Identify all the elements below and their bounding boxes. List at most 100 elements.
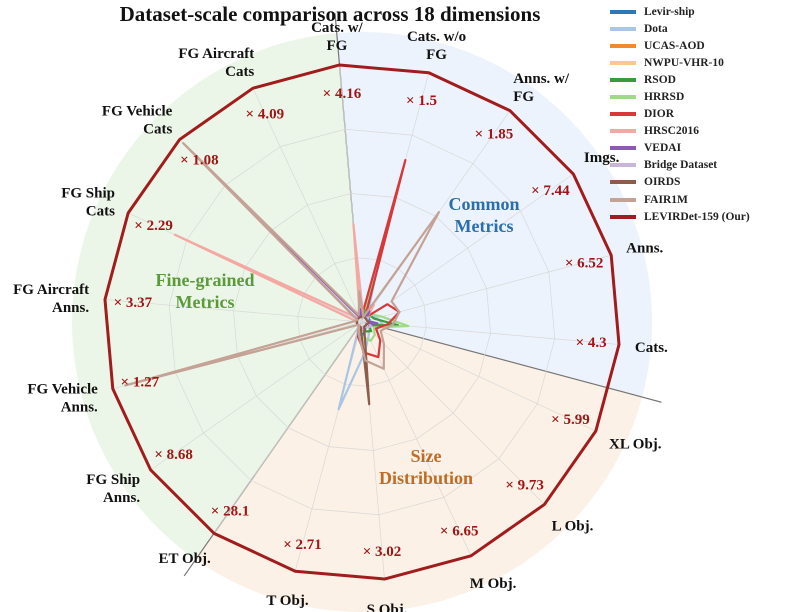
ratio-label: × 3.02 xyxy=(363,544,402,560)
axis-label: Anns. xyxy=(626,240,663,256)
axis-label: Imgs. xyxy=(584,150,620,166)
axis-label: Cats. xyxy=(635,340,668,356)
legend-label: RSOD xyxy=(644,73,676,86)
legend-swatch xyxy=(610,77,636,82)
series-oirds xyxy=(355,313,371,406)
axis-label: M Obj. xyxy=(470,576,517,592)
ratio-label: × 8.68 xyxy=(154,447,193,463)
legend-item: NWPU-VHR-10 xyxy=(610,54,750,71)
series-levirdet-159-our xyxy=(103,63,621,581)
legend-label: DIOR xyxy=(644,108,675,121)
legend-item: Dota xyxy=(610,20,750,37)
legend-swatch xyxy=(610,146,636,151)
ratio-label: × 5.99 xyxy=(551,412,590,428)
legend-label: Bridge Dataset xyxy=(644,159,718,172)
grid-spoke xyxy=(361,321,545,505)
ratio-label: × 3.37 xyxy=(114,295,153,311)
ratio-labels: × 4.3 × 6.52 × 7.44 × 1.85 × 1.5 × 4.16 × 4.09… xyxy=(114,86,607,560)
legend-swatch xyxy=(610,60,636,65)
legend-swatch xyxy=(610,214,636,219)
legend-swatch xyxy=(610,43,636,48)
legend-label: LEVIRDet-159 (Our) xyxy=(644,210,750,223)
grid-spoke xyxy=(361,321,472,556)
region-label: Size Distribution xyxy=(379,446,473,488)
legend-item: LEVIRDet-159 (Our) xyxy=(610,208,750,225)
axis-label: L Obj. xyxy=(552,519,594,535)
legend-label: UCAS-AOD xyxy=(644,39,705,52)
ratio-label: × 9.73 xyxy=(505,478,544,494)
grid-spoke xyxy=(150,321,363,471)
region-labels: Common Metrics Size Distribution Fine-graine… xyxy=(156,194,520,488)
legend-swatch xyxy=(610,112,636,117)
grid-spoke xyxy=(361,321,596,432)
ratio-label: × 1.08 xyxy=(180,152,219,168)
grid-spoke xyxy=(213,321,363,534)
axis-label: Cats. w/o FG xyxy=(407,29,466,63)
grid-spoke xyxy=(104,299,363,323)
ratio-label: × 2.29 xyxy=(134,218,173,234)
legend-swatch xyxy=(610,9,636,14)
size-distribution-region xyxy=(195,322,643,612)
ratio-label: × 6.52 xyxy=(565,255,604,271)
axis-label: Anns. w/FG xyxy=(513,71,570,105)
axis-label: FG Vehicle Anns. xyxy=(27,382,98,416)
legend-item: FAIR1M xyxy=(610,191,750,208)
region-label: Fine-grained Metrics xyxy=(156,270,255,312)
legend-label: Dota xyxy=(644,22,668,35)
legend-swatch xyxy=(610,163,636,168)
legend-item: DIOR xyxy=(610,106,750,123)
axis-label: FG Ship Cats xyxy=(61,185,115,219)
legend-label: VEDAI xyxy=(644,142,682,155)
series-fair1m xyxy=(124,142,441,387)
ratio-label: × 4.3 xyxy=(576,335,607,351)
ratio-label: × 7.44 xyxy=(531,183,570,199)
axis-label: Cats. w/FG xyxy=(311,20,363,54)
grid-spoke xyxy=(361,254,612,323)
legend-label: NWPU-VHR-10 xyxy=(644,56,724,69)
axis-label: FG Ship Anns. xyxy=(86,472,140,506)
axis-label: FG Vehicle Cats xyxy=(102,103,173,137)
chart-title: Dataset-scale comparison across 18 dimen… xyxy=(119,2,541,26)
legend-item: OIRDS xyxy=(610,174,750,191)
grid-spoke xyxy=(361,173,574,323)
ratio-label: × 4.16 xyxy=(323,86,362,102)
ratio-label: × 1.85 xyxy=(475,127,514,143)
legend-label: OIRDS xyxy=(644,176,681,189)
legend-item: UCAS-AOD xyxy=(610,37,750,54)
legend-item: RSOD xyxy=(610,71,750,88)
legend-item: VEDAI xyxy=(610,140,750,157)
region-divider xyxy=(361,321,662,403)
ratio-label: × 6.65 xyxy=(440,523,479,539)
legend-item: HRSC2016 xyxy=(610,123,750,140)
legend-label: HRRSD xyxy=(644,91,685,104)
axis-label: FG Aircraft Anns. xyxy=(13,282,89,316)
axis-label: FG Aircraft Cats xyxy=(178,46,254,80)
legend-label: HRSC2016 xyxy=(644,125,699,138)
ratio-label: × 28.1 xyxy=(211,503,250,519)
axis-label: S Obj. xyxy=(367,602,408,612)
region-label: Common Metrics xyxy=(449,194,520,236)
legend-swatch xyxy=(610,129,636,134)
legend-item: HRRSD xyxy=(610,88,750,105)
ratio-label: × 1.5 xyxy=(406,93,437,109)
axis-label: XL Obj. xyxy=(609,437,662,453)
ratio-label: × 2.71 xyxy=(283,537,322,553)
fine-grained-region xyxy=(72,33,362,560)
axis-labels: Cats. Anns. Imgs. Anns. w/FG Cats. w/o FG Cats… xyxy=(13,20,668,612)
series-lines xyxy=(103,63,621,581)
ratio-label: × 1.27 xyxy=(121,375,160,391)
ratio-label: × 4.09 xyxy=(246,107,285,123)
axis-label: T Obj. xyxy=(266,593,308,609)
axis-label: ET Obj. xyxy=(159,551,211,567)
legend-item: Bridge Dataset xyxy=(610,157,750,174)
grid-spoke xyxy=(252,88,363,323)
legend-swatch xyxy=(610,26,636,31)
legend-swatch xyxy=(610,180,636,185)
legend-swatch xyxy=(610,197,636,202)
legend-item: Levir-ship xyxy=(610,3,750,20)
legend: Levir-ship Dota UCAS-AOD NWPU-VHR-10 RSOD HRR… xyxy=(610,3,750,225)
legend-label: FAIR1M xyxy=(644,193,688,206)
legend-swatch xyxy=(610,95,636,100)
legend-label: Levir-ship xyxy=(644,5,695,18)
